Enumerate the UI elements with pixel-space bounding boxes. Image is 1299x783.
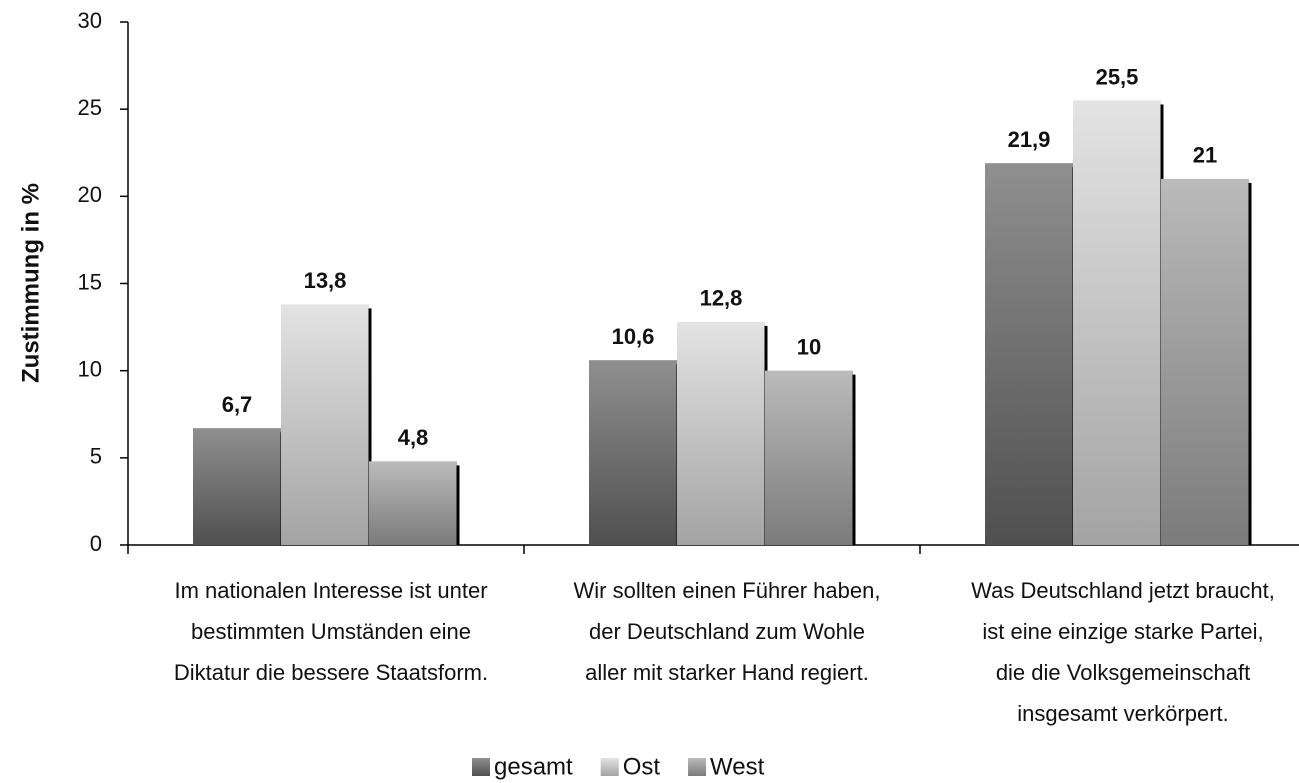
value-label: 13,8 xyxy=(304,268,347,293)
value-label: 12,8 xyxy=(700,286,743,311)
value-label: 21,9 xyxy=(1008,127,1051,152)
y-tick-label: 15 xyxy=(78,269,102,294)
x-tick-label: Wir sollten einen Führer haben, xyxy=(574,578,881,603)
value-label: 10,6 xyxy=(612,324,655,349)
legend-swatch-shade xyxy=(472,758,490,776)
bar-shade xyxy=(765,370,853,545)
x-tick-label: insgesamt verkörpert. xyxy=(1017,701,1229,726)
bar-shade xyxy=(1161,178,1249,545)
value-label: 6,7 xyxy=(222,392,253,417)
value-label: 21 xyxy=(1193,143,1217,168)
x-tick-label: aller mit starker Hand regiert. xyxy=(585,660,869,685)
x-tick-label: Was Deutschland jetzt braucht, xyxy=(971,578,1275,603)
y-tick-label: 5 xyxy=(90,444,102,469)
x-tick-label: Diktatur die bessere Staatsform. xyxy=(174,660,488,685)
legend-label: gesamt xyxy=(494,753,573,780)
bar-shade xyxy=(677,321,765,545)
y-tick-label: 0 xyxy=(90,531,102,556)
bar-shade xyxy=(985,163,1073,545)
y-axis-title: Zustimmung in % xyxy=(17,183,44,383)
y-tick-label: 10 xyxy=(78,356,102,381)
bar-shade xyxy=(589,360,677,545)
legend-label: West xyxy=(710,753,765,780)
y-tick-label: 30 xyxy=(78,8,102,33)
x-tick-label: ist eine einzige starke Partei, xyxy=(982,619,1263,644)
x-tick-label: der Deutschland zum Wohle xyxy=(589,619,865,644)
legend-label: Ost xyxy=(623,753,661,780)
x-tick-label: die die Volksgemeinschaft xyxy=(996,660,1250,685)
value-label: 4,8 xyxy=(398,425,429,450)
y-tick-label: 25 xyxy=(78,95,102,120)
bar-shade xyxy=(281,304,369,545)
x-tick-label: bestimmten Umständen eine xyxy=(191,619,471,644)
x-tick-label: Im nationalen Interesse ist unter xyxy=(174,578,487,603)
bar-shade xyxy=(193,428,281,545)
y-tick-label: 20 xyxy=(78,182,102,207)
bar-shade xyxy=(1073,100,1161,545)
legend-swatch-shade xyxy=(600,758,619,776)
legend-swatch-shade xyxy=(688,758,707,776)
bar-shade xyxy=(369,461,457,545)
value-label: 10 xyxy=(797,334,821,359)
value-label: 25,5 xyxy=(1096,64,1139,89)
